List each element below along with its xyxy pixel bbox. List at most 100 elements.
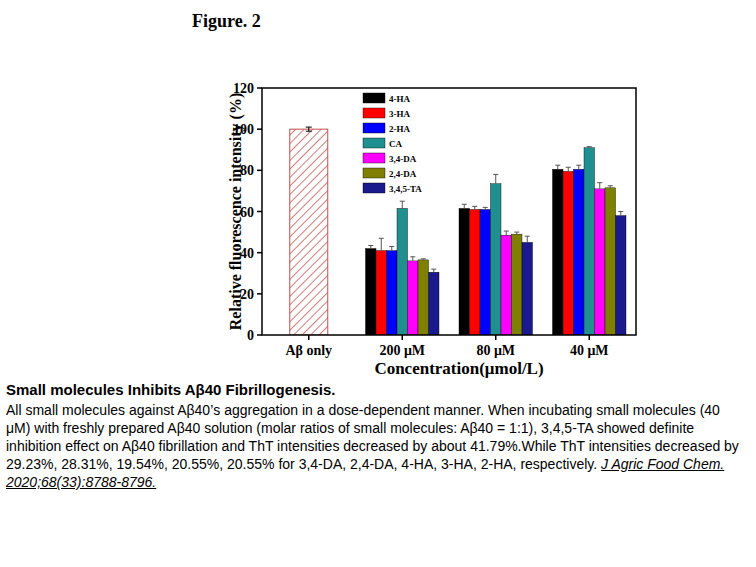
x-tick bbox=[308, 335, 310, 340]
y-tick-label: 0 bbox=[247, 328, 254, 343]
error-cap bbox=[504, 231, 509, 232]
error-cap bbox=[514, 232, 519, 233]
plot-frame bbox=[262, 88, 636, 335]
legend-label: 3-HA bbox=[389, 109, 410, 119]
bar bbox=[470, 209, 481, 335]
bar bbox=[429, 272, 440, 335]
bar bbox=[595, 189, 606, 335]
control-bar bbox=[290, 129, 328, 335]
error-cap bbox=[493, 174, 498, 175]
error-bar bbox=[410, 257, 415, 261]
error-line bbox=[557, 165, 558, 169]
error-cap bbox=[555, 165, 560, 166]
plot-area bbox=[290, 127, 626, 335]
error-bar bbox=[421, 259, 426, 260]
legend-swatch bbox=[363, 183, 385, 193]
bar bbox=[553, 169, 564, 335]
error-bar bbox=[431, 269, 436, 272]
x-tick bbox=[495, 335, 497, 340]
error-line bbox=[506, 231, 507, 235]
bar bbox=[459, 208, 470, 335]
y-tick bbox=[257, 170, 262, 172]
error-bar bbox=[618, 212, 623, 216]
error-line bbox=[527, 236, 528, 242]
error-bar bbox=[597, 183, 602, 189]
error-bar bbox=[514, 232, 519, 234]
legend-label: 3,4-DA bbox=[389, 154, 417, 164]
bar bbox=[584, 148, 595, 335]
error-bar bbox=[472, 206, 477, 209]
x-tick-label: Aβ only bbox=[285, 343, 332, 358]
legend: 4-HA3-HA2-HACA3,4-DA2,4-DA3,4,5-TA bbox=[363, 93, 422, 194]
legend-swatch bbox=[363, 93, 385, 103]
figure-title: Figure. 2 bbox=[192, 11, 261, 31]
y-tick bbox=[257, 87, 262, 89]
error-cap bbox=[618, 211, 623, 212]
error-line bbox=[620, 212, 621, 216]
y-axis-label: Relative fluorescence intensity (%) bbox=[227, 93, 245, 330]
error-bar bbox=[587, 147, 592, 148]
error-bar bbox=[576, 165, 581, 169]
legend-label: 2-HA bbox=[389, 124, 410, 134]
control-error-bar bbox=[306, 127, 312, 131]
error-cap bbox=[462, 204, 467, 205]
error-line bbox=[402, 201, 403, 208]
x-tick-label: 40 μM bbox=[570, 343, 609, 358]
bar bbox=[522, 242, 533, 335]
error-line bbox=[308, 127, 309, 131]
y-tick bbox=[257, 252, 262, 254]
legend-label: CA bbox=[389, 139, 402, 149]
error-bar bbox=[493, 174, 498, 183]
error-bar bbox=[389, 246, 394, 250]
error-bar bbox=[400, 201, 405, 208]
x-tick-label: 200 μM bbox=[379, 343, 425, 358]
error-line bbox=[391, 246, 392, 250]
bar bbox=[491, 184, 502, 335]
error-cap bbox=[421, 258, 426, 259]
x-tick bbox=[402, 335, 404, 340]
error-cap bbox=[576, 165, 581, 166]
error-cap bbox=[410, 256, 415, 257]
caption-title: Small molecules Inhibits Aβ40 Fibrilloge… bbox=[6, 381, 748, 398]
legend-label: 2,4-DA bbox=[389, 169, 417, 179]
legend-swatch bbox=[363, 123, 385, 133]
bar bbox=[605, 188, 616, 335]
legend-swatch bbox=[363, 168, 385, 178]
error-line bbox=[495, 174, 496, 183]
error-cap bbox=[400, 201, 405, 202]
legend-swatch bbox=[363, 108, 385, 118]
legend-swatch bbox=[363, 138, 385, 148]
error-cap bbox=[597, 182, 602, 183]
error-bar bbox=[483, 207, 488, 209]
error-bar bbox=[608, 186, 613, 188]
error-cap bbox=[306, 127, 312, 128]
caption-text: All small molecules against Aβ40’s aggre… bbox=[6, 401, 748, 491]
error-bar bbox=[504, 231, 509, 235]
legend-swatch bbox=[363, 153, 385, 163]
error-bar bbox=[379, 238, 384, 250]
bar bbox=[397, 208, 408, 335]
y-tick bbox=[257, 128, 262, 130]
error-bar bbox=[462, 204, 467, 208]
error-cap bbox=[587, 146, 592, 147]
error-cap bbox=[389, 246, 394, 247]
error-cap bbox=[608, 185, 613, 186]
error-cap bbox=[306, 131, 312, 132]
error-line bbox=[464, 204, 465, 208]
bar bbox=[574, 169, 585, 335]
bar bbox=[408, 261, 419, 335]
error-cap bbox=[472, 206, 477, 207]
error-line bbox=[568, 167, 569, 171]
error-line bbox=[578, 165, 579, 169]
bar bbox=[480, 209, 491, 335]
bar bbox=[376, 251, 387, 335]
bar bbox=[366, 249, 377, 335]
error-cap bbox=[525, 236, 530, 237]
y-tick bbox=[257, 293, 262, 295]
x-tick-label: 80 μM bbox=[476, 343, 515, 358]
y-tick bbox=[257, 211, 262, 213]
error-bar bbox=[525, 236, 530, 242]
legend-label: 4-HA bbox=[389, 94, 410, 104]
error-line bbox=[381, 238, 382, 250]
bar bbox=[512, 234, 523, 335]
